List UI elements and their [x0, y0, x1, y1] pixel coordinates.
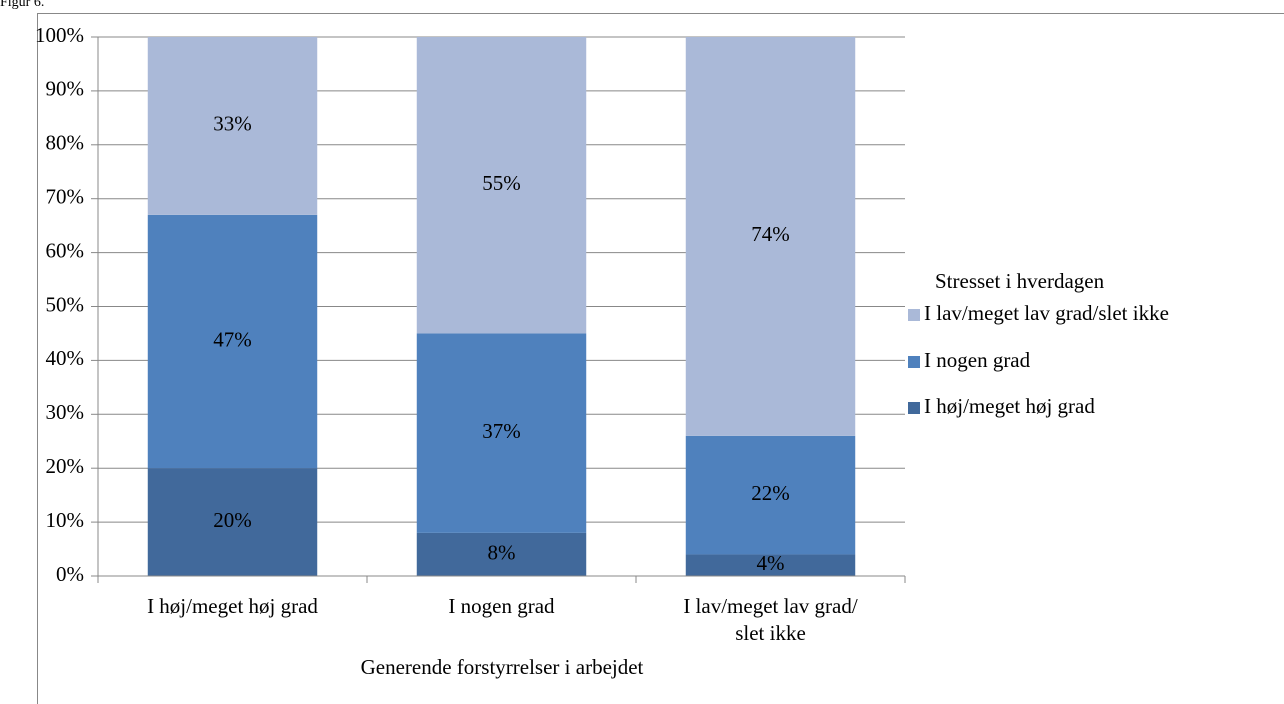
bar-segment	[147, 37, 318, 215]
x-tick-label: I lav/meget lav grad/slet ikke	[683, 594, 858, 645]
x-axis-title: Generende forstyrrelser i arbejdet	[361, 655, 644, 679]
y-tick-label: 20%	[46, 454, 85, 478]
y-tick-label: 0%	[56, 562, 84, 586]
y-tick-label: 60%	[46, 238, 85, 262]
bar-segment	[416, 333, 587, 533]
y-tick-label: 30%	[46, 400, 85, 424]
figure-label: Figur 6.	[0, 0, 44, 10]
y-tick-label: 50%	[46, 292, 85, 316]
legend-swatch	[908, 402, 920, 414]
bar-segment	[685, 435, 856, 555]
legend-swatch	[908, 356, 920, 368]
bar-segment	[416, 37, 587, 334]
legend-label: I nogen grad	[924, 348, 1031, 372]
data-label: 20%	[213, 508, 252, 532]
chart-frame	[37, 13, 1284, 704]
legend-swatch	[908, 309, 920, 321]
y-tick-label: 80%	[46, 131, 85, 155]
data-label: 55%	[482, 171, 521, 195]
data-label: 74%	[751, 222, 790, 246]
y-tick-label: 90%	[46, 77, 85, 101]
y-tick-label: 70%	[46, 185, 85, 209]
legend-label: I høj/meget høj grad	[924, 394, 1095, 418]
bar-segment	[147, 468, 318, 576]
bar-segment	[416, 532, 587, 576]
bar-segment	[147, 214, 318, 469]
x-tick-label: I høj/meget høj grad	[147, 594, 318, 618]
bar-segment	[685, 554, 856, 576]
data-label: 4%	[757, 551, 785, 575]
data-label: 33%	[213, 112, 252, 136]
y-tick-label: 10%	[46, 508, 85, 532]
data-label: 8%	[488, 540, 516, 564]
y-tick-label: 40%	[46, 346, 85, 370]
y-tick-label: 100%	[35, 23, 84, 47]
x-tick-label: I nogen grad	[448, 594, 555, 618]
legend-title: Stresset i hverdagen	[935, 269, 1105, 293]
data-label: 47%	[213, 327, 252, 351]
data-label: 22%	[751, 481, 790, 505]
legend-label: I lav/meget lav grad/slet ikke	[924, 301, 1169, 325]
bar-segment	[685, 37, 856, 436]
data-label: 37%	[482, 419, 521, 443]
